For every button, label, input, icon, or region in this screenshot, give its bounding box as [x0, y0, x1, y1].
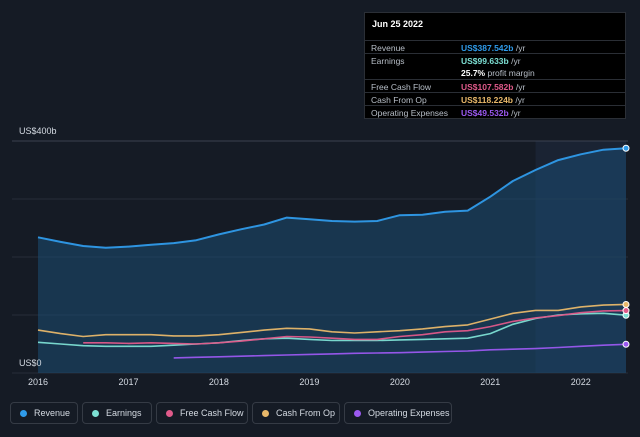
x-axis-tick-label: 2016	[27, 377, 49, 387]
legend-dot-icon	[166, 410, 173, 417]
x-axis-tick-label: 2017	[118, 377, 139, 387]
legend-item-revenue[interactable]: Revenue	[10, 402, 78, 424]
free-cash-flow-endpoint	[622, 307, 630, 315]
legend-item-earnings[interactable]: Earnings	[82, 402, 152, 424]
operating-expenses-line	[173, 343, 627, 359]
legend-label: Free Cash Flow	[180, 408, 244, 418]
legend-label: Cash From Op	[276, 408, 336, 418]
tooltip-value: US$49.532b /yr	[461, 108, 521, 118]
legend-label: Operating Expenses	[368, 408, 450, 418]
y-axis-top-label: US$400b	[19, 126, 57, 136]
x-axis-tick-label: 2022	[570, 377, 591, 387]
x-axis-tick-label: 2021	[480, 377, 501, 387]
tooltip-row-revenue: Revenue US$387.542b /yr	[365, 40, 625, 54]
operating-expenses-endpoint	[622, 340, 630, 348]
cash-from-op-line	[37, 303, 627, 338]
tooltip-row-earnings: Earnings US$99.633b /yr	[365, 53, 625, 67]
data-tooltip: Jun 25 2022 Revenue US$387.542b /yr Earn…	[364, 12, 626, 119]
legend-dot-icon	[354, 410, 361, 417]
tooltip-row-operating-expenses: Operating Expenses US$49.532b /yr	[365, 105, 625, 119]
tooltip-value: US$387.542b /yr	[461, 43, 526, 53]
revenue-endpoint	[622, 144, 630, 152]
tooltip-label: Cash From Op	[371, 95, 427, 105]
legend-dot-icon	[92, 410, 99, 417]
legend-item-operating-expenses[interactable]: Operating Expenses	[344, 402, 452, 424]
tooltip-label: Operating Expenses	[371, 108, 449, 118]
revenue-area	[38, 148, 626, 373]
legend-label: Earnings	[106, 408, 142, 418]
tooltip-label: Free Cash Flow	[371, 82, 431, 92]
cash-from-op-endpoint	[622, 300, 630, 308]
tooltip-value: US$118.224b /yr	[461, 95, 525, 105]
tooltip-value: US$107.582b /yr	[461, 82, 526, 92]
tooltip-row-cash-from-op: Cash From Op US$118.224b /yr	[365, 92, 625, 106]
x-axis-tick-label: 2020	[389, 377, 410, 387]
x-axis-tick-label: 2019	[299, 377, 320, 387]
y-axis-bottom-label: US$0	[19, 358, 42, 368]
x-axis-tick-label: 2018	[208, 377, 229, 387]
tooltip-row-profit-margin: 25.7% profit margin	[365, 66, 625, 79]
tooltip-row-free-cash-flow: Free Cash Flow US$107.582b /yr	[365, 79, 625, 93]
legend-dot-icon	[20, 410, 27, 417]
legend-label: Revenue	[34, 408, 71, 418]
earnings-line	[37, 312, 627, 348]
free-cash-flow-line	[83, 309, 627, 345]
legend-item-cash-from-op[interactable]: Cash From Op	[252, 402, 340, 424]
tooltip-date: Jun 25 2022	[372, 19, 424, 29]
tooltip-value: US$99.633b /yr	[461, 56, 521, 66]
tooltip-value: 25.7% profit margin	[461, 68, 535, 78]
revenue-line	[37, 147, 627, 249]
tooltip-label: Earnings	[371, 56, 405, 66]
legend-dot-icon	[262, 410, 269, 417]
tooltip-label: Revenue	[371, 43, 406, 53]
legend-item-free-cash-flow[interactable]: Free Cash Flow	[156, 402, 248, 424]
